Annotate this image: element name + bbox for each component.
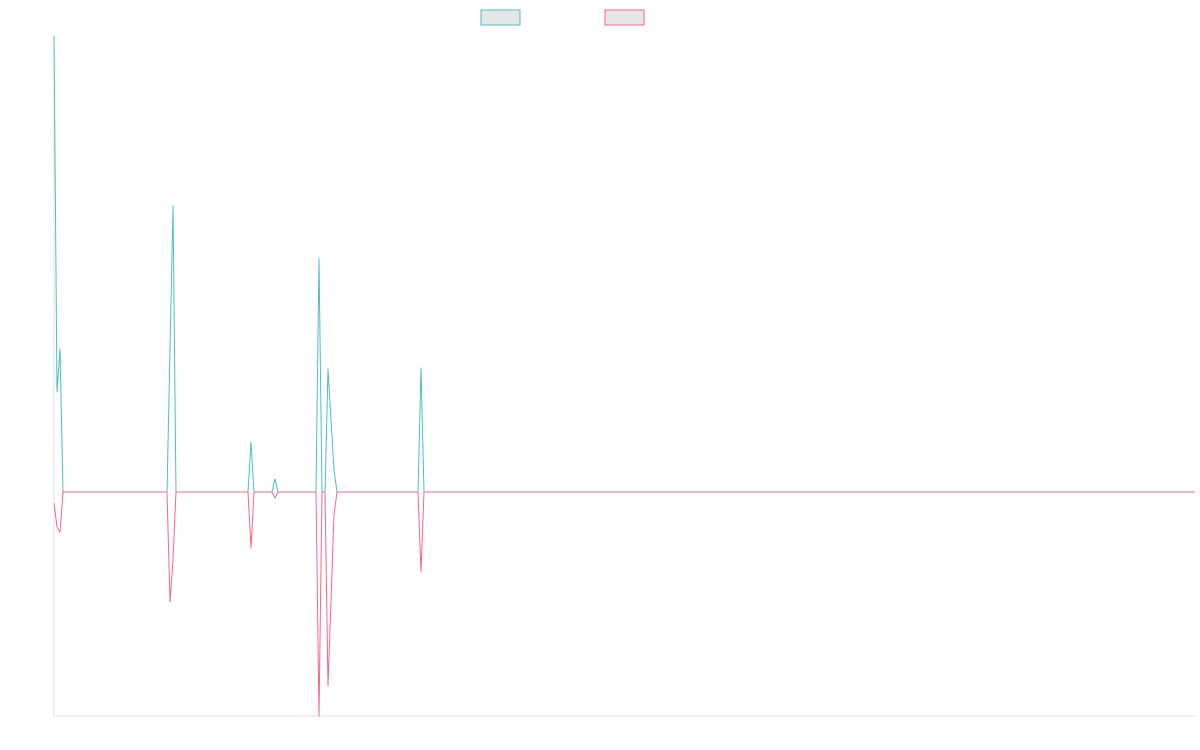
legend-swatch[interactable] bbox=[480, 9, 521, 26]
legend-swatch[interactable] bbox=[604, 9, 645, 26]
series-line bbox=[53, 491, 1195, 717]
series-line bbox=[53, 35, 1195, 493]
